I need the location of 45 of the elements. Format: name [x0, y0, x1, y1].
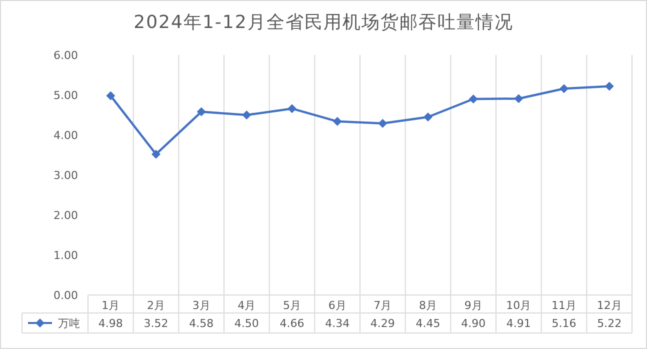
data-label: 4.34	[325, 317, 350, 330]
y-tick-label: 3.00	[54, 169, 78, 182]
y-tick-label: 4.00	[54, 129, 78, 142]
x-tick-label: 4月	[238, 299, 256, 312]
legend-label: 万吨	[58, 317, 80, 330]
y-tick-label: 5.00	[54, 89, 78, 102]
point	[468, 94, 478, 104]
x-tick-label: 10月	[506, 299, 532, 312]
x-tick-label: 1月	[102, 299, 120, 312]
data-label: 4.91	[506, 317, 531, 330]
point	[152, 150, 160, 159]
x-tick-label: 9月	[464, 299, 482, 312]
point	[514, 94, 524, 104]
point	[560, 84, 568, 94]
data-label: 4.66	[280, 317, 304, 330]
data-label: 4.45	[416, 317, 440, 330]
x-tick-label: 11月	[552, 299, 576, 312]
chart-title: 2024年1-12月全省民用机场货邮吞吐量情况	[134, 12, 514, 33]
point	[106, 91, 116, 100]
x-tick-label: 6月	[328, 299, 346, 312]
point	[604, 82, 614, 91]
y-tick-label: 0.00	[54, 289, 78, 302]
point	[378, 118, 388, 128]
data-label: 4.58	[189, 317, 214, 330]
x-tick-label: 5月	[283, 299, 301, 312]
point	[242, 110, 252, 120]
x-tick-label: 12月	[596, 299, 622, 312]
x-tick-label: 2月	[147, 299, 165, 312]
data-label: 4.90	[461, 317, 486, 330]
data-label: 5.16	[552, 317, 576, 330]
point	[332, 116, 342, 126]
point	[424, 112, 432, 122]
data-label: 4.98	[98, 317, 123, 330]
point	[288, 104, 296, 114]
x-tick-label: 8月	[419, 299, 437, 312]
data-label: 3.52	[144, 317, 168, 330]
data-label: 5.22	[597, 317, 622, 330]
y-tick-label: 6.00	[54, 49, 78, 62]
data-label: 4.29	[370, 317, 395, 330]
y-tick-label: 1.00	[54, 249, 78, 262]
y-tick-label: 2.00	[54, 209, 78, 222]
x-tick-label: 7月	[374, 299, 392, 312]
data-label: 4.50	[234, 317, 259, 330]
point	[196, 107, 206, 116]
x-tick-label: 3月	[192, 299, 210, 312]
